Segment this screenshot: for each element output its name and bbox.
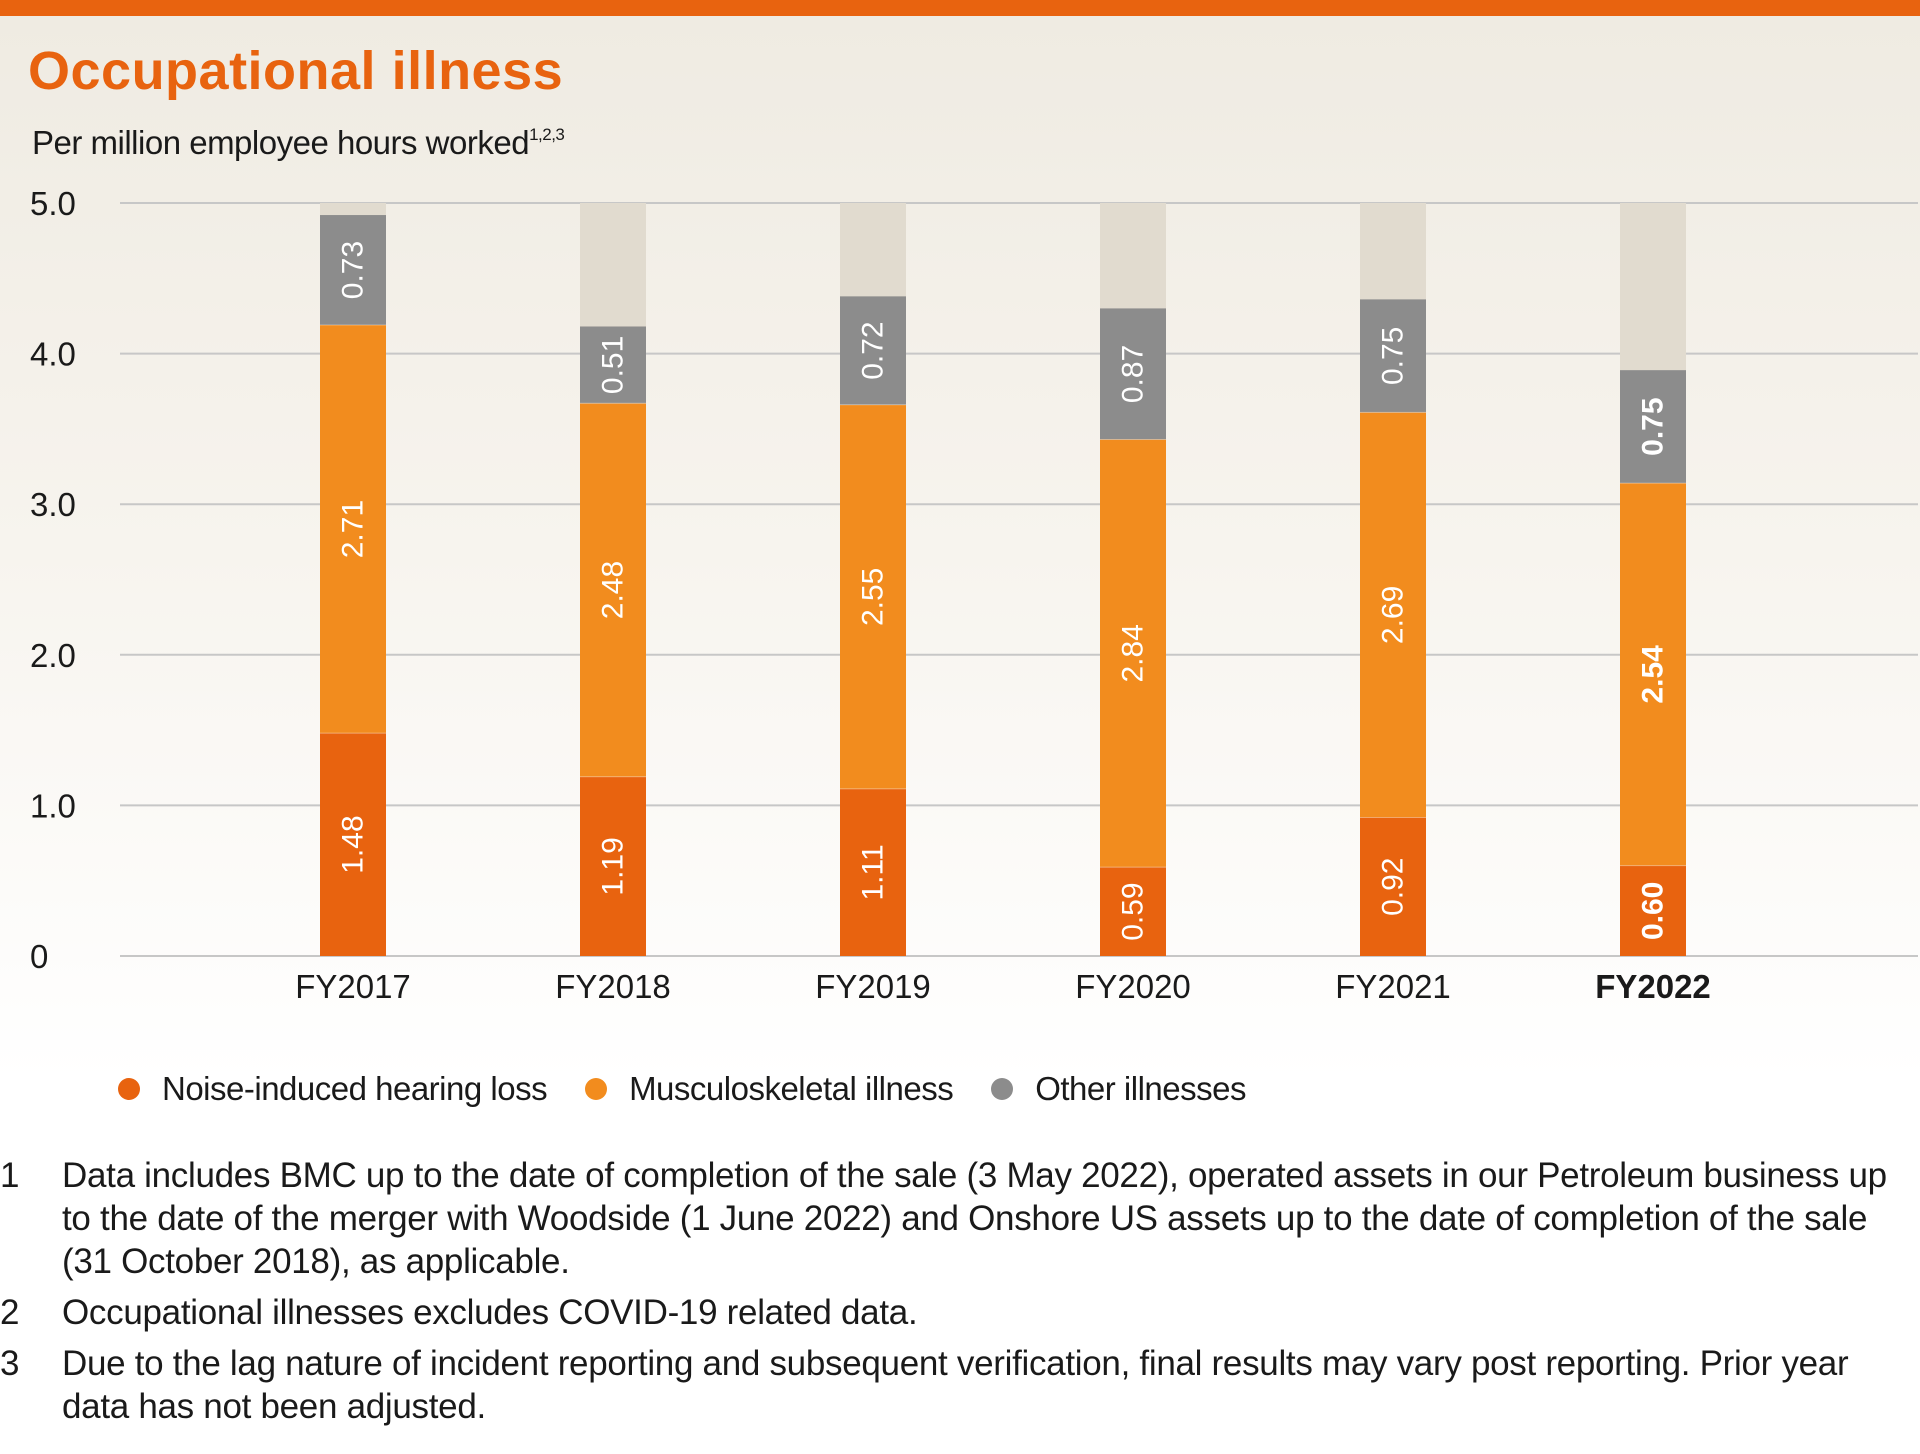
y-tick-label: 5.0 [30, 185, 76, 222]
bar-segment [1620, 483, 1686, 866]
footnote-text: Occupational illnesses excludes COVID-19… [62, 1293, 918, 1332]
bar-segment [320, 215, 386, 325]
legend-dot-musculoskeletal [585, 1078, 608, 1100]
legend-item-noise: Noise-induced hearing loss [118, 1070, 548, 1108]
bar-segment [1360, 412, 1426, 818]
footnote: 2 Occupational illnesses excludes COVID-… [0, 1291, 1920, 1334]
x-tick-label: FY2022 [1595, 968, 1711, 1005]
footnote: 3 Due to the lag nature of incident repo… [0, 1342, 1920, 1428]
bar-segment [1100, 867, 1166, 956]
bar-segment [1620, 865, 1686, 956]
bar-segment [1620, 370, 1686, 484]
footnotes: 1 Data includes BMC up to the date of co… [0, 1154, 1920, 1436]
bar-segment [580, 403, 646, 777]
data-label: 0.60 [1637, 882, 1670, 940]
data-label: 0.75 [1637, 397, 1670, 455]
bar-segment [1360, 299, 1426, 413]
legend-label-noise: Noise-induced hearing loss [162, 1070, 548, 1107]
data-label: 0.73 [337, 241, 370, 299]
data-label: 2.69 [1377, 586, 1410, 644]
y-tick-label: 4.0 [30, 336, 76, 373]
data-label: 2.84 [1117, 624, 1150, 682]
y-tick-label: 0 [30, 938, 48, 975]
x-tick-label: FY2020 [1075, 968, 1191, 1005]
data-label: 0.59 [1117, 882, 1150, 940]
data-label: 0.87 [1117, 345, 1150, 403]
top-accent-bar [0, 0, 1920, 16]
legend-item-other: Other illnesses [991, 1070, 1246, 1108]
data-label: 1.48 [337, 815, 370, 873]
x-tick-label: FY2017 [295, 968, 411, 1005]
data-label: 2.54 [1637, 645, 1670, 704]
bar-segment [580, 326, 646, 404]
x-tick-label: FY2018 [555, 968, 671, 1005]
bar-segment [1360, 817, 1426, 956]
data-label: 0.92 [1377, 858, 1410, 916]
x-tick-label: FY2021 [1335, 968, 1451, 1005]
legend-dot-other [991, 1078, 1014, 1100]
y-tick-label: 2.0 [30, 637, 76, 674]
x-tick-label: FY2019 [815, 968, 931, 1005]
bar-segment [1100, 308, 1166, 440]
bar-segment [320, 733, 386, 956]
chart-subtitle: Per million employee hours worked1,2,3 [32, 124, 565, 162]
data-label: 0.72 [857, 321, 890, 379]
bar-segment [320, 324, 386, 734]
bar-segment [840, 404, 906, 789]
bar-segment [840, 788, 906, 956]
footnote-number: 2 [0, 1293, 20, 1332]
footnote-number: 1 [0, 1156, 20, 1195]
footnote-text: Data includes BMC up to the date of comp… [62, 1156, 1887, 1281]
y-tick-label: 3.0 [30, 486, 76, 523]
bar-segment [1100, 439, 1166, 868]
chart-title: Occupational illness [28, 41, 564, 101]
bar-segment [580, 776, 646, 956]
stacked-bar-chart: 0 1.0 2.0 3.0 4.0 5.0 1.48 2.71 0.73 FY2017 1.19 2.… [30, 185, 1918, 1005]
data-label: 0.51 [597, 336, 630, 394]
legend-label-other: Other illnesses [1035, 1070, 1246, 1107]
chart-legend: Noise-induced hearing loss Musculoskelet… [118, 1064, 1284, 1114]
data-label: 1.11 [857, 844, 890, 900]
legend-dot-noise [118, 1078, 140, 1100]
data-label: 2.55 [857, 568, 890, 626]
legend-item-musculoskeletal: Musculoskeletal illness [585, 1070, 954, 1108]
footnote-text: Due to the lag nature of incident report… [62, 1344, 1849, 1426]
footnote-number: 3 [0, 1344, 20, 1383]
y-tick-label: 1.0 [30, 787, 76, 824]
data-label: 2.48 [597, 561, 630, 619]
legend-label-musculoskeletal: Musculoskeletal illness [629, 1070, 954, 1107]
bar-segment [840, 296, 906, 405]
data-label: 0.75 [1377, 327, 1410, 385]
subtitle-footnote-refs: 1,2,3 [529, 125, 565, 144]
footnote: 1 Data includes BMC up to the date of co… [0, 1154, 1920, 1283]
subtitle-text: Per million employee hours worked [32, 124, 530, 161]
data-label: 1.19 [597, 837, 630, 895]
data-label: 2.71 [337, 500, 370, 558]
